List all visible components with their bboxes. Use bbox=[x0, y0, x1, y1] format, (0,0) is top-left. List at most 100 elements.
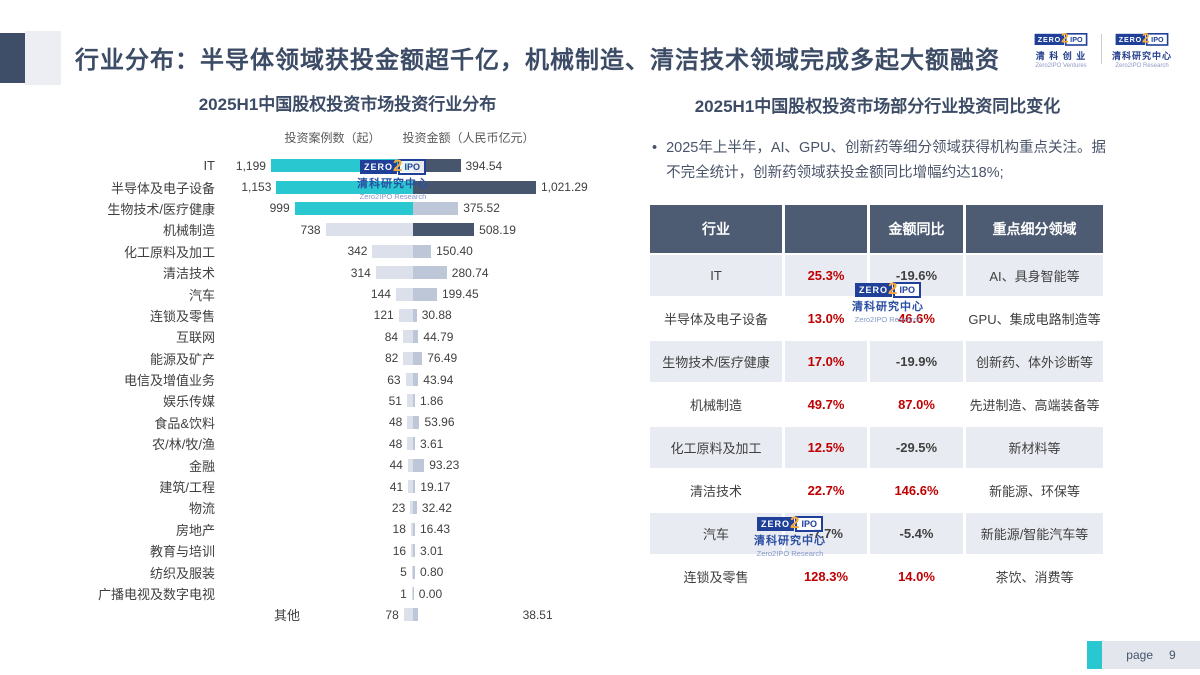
amount-zone: 93.23 bbox=[413, 458, 607, 472]
case-zone: 5 bbox=[215, 565, 413, 579]
case-count-value: 738 bbox=[300, 222, 321, 237]
table-cell: 连锁及零售 bbox=[650, 556, 782, 597]
amount-value: 53.96 bbox=[424, 415, 455, 430]
case-count-bar bbox=[375, 266, 413, 280]
chart-row: 房地产 18 16.43 bbox=[22, 519, 607, 540]
case-count-value: 48 bbox=[388, 436, 403, 451]
category-label: 生物技术/医疗健康 bbox=[107, 201, 215, 217]
amount-value: 1,021.29 bbox=[540, 180, 588, 195]
case-count-value: 82 bbox=[384, 351, 399, 366]
chart-title: 2025H1中国股权投资市场投资行业分布 bbox=[198, 95, 497, 114]
case-zone: 82 bbox=[215, 351, 413, 365]
amount-bar bbox=[413, 180, 536, 194]
logo-zero-text: ZERO bbox=[855, 282, 893, 297]
table-header-cell: 行业 bbox=[650, 205, 782, 253]
table-cell: 新能源、环保等 bbox=[966, 470, 1103, 511]
case-count-value: 78 bbox=[385, 607, 399, 622]
table-cell: 清洁技术 bbox=[650, 470, 782, 511]
case-zone: 41 bbox=[215, 480, 413, 494]
chart-row: 电信及增值业务 63 43.94 bbox=[22, 369, 607, 390]
table-header-cell bbox=[785, 205, 867, 253]
amount-value: 150.40 bbox=[436, 244, 473, 259]
amount-bar bbox=[413, 394, 415, 408]
page-title: 行业分布：半导体领域获投金额超千亿，机械制造、清洁技术领域完成多起大额融资 bbox=[75, 47, 1000, 74]
amount-bar bbox=[413, 244, 432, 258]
category-label: 连锁及零售 bbox=[149, 308, 215, 324]
page-number: 9 bbox=[1169, 648, 1176, 662]
case-zone: 342 bbox=[215, 244, 413, 258]
amount-zone: 76.49 bbox=[413, 351, 607, 365]
zero2ipo-logo-icon: ZERO 2 IPO bbox=[1115, 30, 1169, 46]
brand-name-en: Zero2IPO Ventures bbox=[1035, 63, 1087, 69]
zero2ipo-logo-icon: ZERO 2 IPO bbox=[1034, 30, 1088, 46]
case-count-bar bbox=[406, 394, 413, 408]
chart-row: 半导体及电子设备 1,153 1,021.29 bbox=[22, 176, 607, 197]
amount-zone: 508.19 bbox=[413, 223, 607, 237]
chart-row: 其他 78 38.51 bbox=[22, 604, 607, 625]
table-cell: 128.3% bbox=[785, 556, 867, 597]
amount-zone: 0.80 bbox=[413, 565, 607, 579]
chart-row: 农/林/牧/渔 48 3.61 bbox=[22, 433, 607, 454]
case-count-value: 84 bbox=[384, 329, 399, 344]
category-label: IT bbox=[203, 158, 215, 174]
industry-distribution-chart: 2025H1中国股权投资市场投资行业分布 投资案例数（起） 投资金额（人民币亿元… bbox=[22, 90, 607, 626]
amount-bar bbox=[413, 480, 416, 494]
logo-zero-text: ZERO bbox=[757, 516, 795, 531]
logo-two-text: 2 bbox=[1142, 30, 1150, 46]
amount-bar bbox=[413, 458, 425, 472]
title-accent-dark bbox=[0, 33, 25, 83]
case-zone: 144 bbox=[215, 287, 413, 301]
zero2ipo-watermark: ZERO 2 IPO 清科研究中心 Zero2IPO Research bbox=[843, 279, 933, 325]
table-cell: 146.6% bbox=[870, 470, 963, 511]
case-zone: 48 bbox=[215, 415, 413, 429]
amount-bar bbox=[413, 522, 415, 536]
footer-accent bbox=[1087, 641, 1102, 669]
watermark-en: Zero2IPO Research bbox=[756, 549, 824, 558]
amount-zone: 30.88 bbox=[413, 308, 607, 322]
chart-rows: IT 1,199 394.54 半导体及电子设备 1,153 1,021.29 生物技术/医… bbox=[22, 155, 607, 626]
amount-value: 508.19 bbox=[479, 222, 516, 237]
category-label: 半导体及电子设备 bbox=[110, 180, 215, 196]
yoy-change-table: 行业 金额同比 重点细分领域 IT 25.3% -19.6% AI、具身智能等 半导体及电子设… bbox=[650, 205, 1105, 597]
logo-zero-text: ZERO bbox=[1034, 33, 1065, 45]
amount-value: 1.86 bbox=[420, 393, 444, 408]
table-cell: 茶饮、消费等 bbox=[966, 556, 1103, 597]
table-cell: -5.4% bbox=[870, 513, 963, 554]
amount-zone: 38.51 bbox=[413, 608, 607, 622]
table-cell: 22.7% bbox=[785, 470, 867, 511]
category-label: 互联网 bbox=[175, 330, 215, 346]
amount-bar bbox=[413, 608, 418, 622]
case-count-bar bbox=[410, 522, 413, 536]
case-zone: 1,153 bbox=[215, 180, 413, 194]
amount-value: 3.01 bbox=[420, 543, 444, 558]
amount-value: 375.52 bbox=[463, 201, 500, 216]
bullet-icon: • bbox=[652, 140, 658, 156]
amount-value: 43.94 bbox=[423, 372, 454, 387]
table-cell: 新能源/智能汽车等 bbox=[966, 513, 1103, 554]
chart-row: 广播电视及数字电视 1 0.00 bbox=[22, 583, 607, 604]
page-indicator: page 9 bbox=[1102, 641, 1200, 669]
logo-ipo-text: IPO bbox=[1146, 32, 1169, 46]
amount-bar bbox=[413, 223, 475, 237]
amount-value: 44.79 bbox=[423, 329, 454, 344]
case-zone: 999 bbox=[215, 201, 413, 215]
amount-bar bbox=[413, 308, 417, 322]
watermark-en: Zero2IPO Research bbox=[359, 192, 427, 201]
amount-zone: 280.74 bbox=[413, 266, 607, 280]
logo-ipo-text: IPO bbox=[1065, 32, 1088, 46]
case-count-bar bbox=[276, 180, 413, 194]
category-label: 汽车 bbox=[188, 287, 215, 303]
logo-two-text: 2 bbox=[790, 512, 800, 532]
chart-row: 化工原料及加工 342 150.40 bbox=[22, 241, 607, 262]
case-count-value: 314 bbox=[350, 265, 371, 280]
case-count-bar bbox=[408, 480, 413, 494]
category-label: 清洁技术 bbox=[162, 266, 215, 282]
chart-row: 金融 44 93.23 bbox=[22, 454, 607, 475]
table-cell: GPU、集成电路制造等 bbox=[966, 298, 1103, 339]
case-zone: 18 bbox=[215, 522, 413, 536]
case-zone: 23 bbox=[215, 501, 413, 515]
chart-row: 连锁及零售 121 30.88 bbox=[22, 305, 607, 326]
category-label: 电信及增值业务 bbox=[123, 373, 215, 389]
amount-bar bbox=[413, 544, 415, 558]
table-title: 2025H1中国股权投资市场部分行业投资同比变化 bbox=[694, 97, 1061, 116]
